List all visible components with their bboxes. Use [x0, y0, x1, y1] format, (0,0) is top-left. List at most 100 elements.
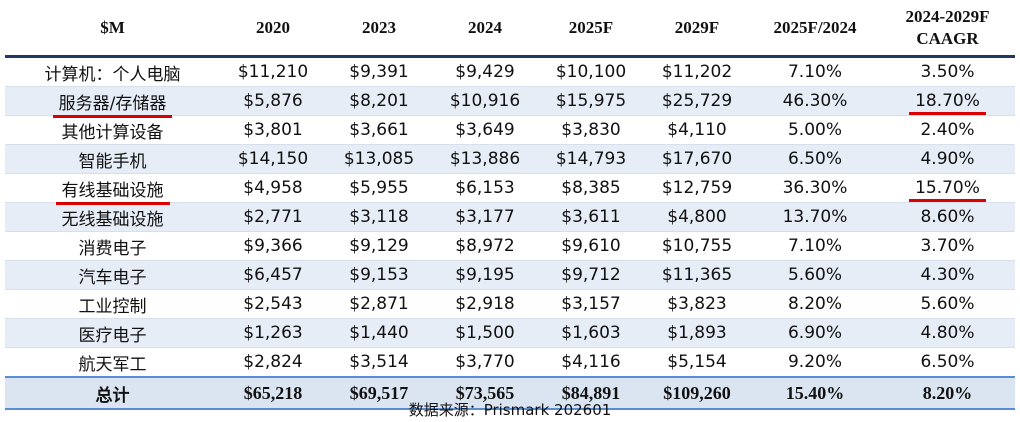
column-header: 2020 [220, 0, 326, 58]
cell-text: $1,603 [561, 323, 621, 343]
cell-text: $1,500 [455, 323, 515, 343]
cell-text: 5.60% [920, 294, 975, 314]
cell: $2,871 [326, 289, 432, 319]
cell-text: $11,210 [237, 62, 309, 82]
table-row: 计算机：个人电脑 $11,210 $9,391 $9,429 $10,100 $11,20… [5, 56, 1015, 87]
cell-text: 5.00% [787, 120, 842, 140]
cell: 4.90% [880, 144, 1015, 174]
row-label: 工业控制 [5, 289, 220, 319]
cell-text: 4.90% [920, 149, 975, 169]
cell: $10,100 [538, 56, 644, 87]
cell-text: $14,150 [237, 149, 309, 169]
cell-text: 3.70% [920, 236, 975, 256]
cell: $5,955 [326, 173, 432, 203]
cell-text: 46.30% [782, 91, 848, 111]
cell-text: $11,365 [661, 265, 733, 285]
cell-text: $14,793 [555, 149, 627, 169]
cell-text: 7.10% [787, 62, 842, 82]
cell: $1,263 [220, 318, 326, 348]
cell-text: $3,611 [561, 207, 621, 227]
cell: $4,110 [644, 115, 750, 145]
cell-text: 36.30% [782, 178, 848, 198]
cell: $9,391 [326, 56, 432, 87]
cell-text: $9,610 [561, 236, 621, 256]
cell-text: 9.20% [787, 352, 842, 372]
cell-text: 4.80% [920, 323, 975, 343]
cell: $3,177 [432, 202, 538, 232]
cell: $11,202 [644, 56, 750, 87]
total-cell: $65,218 [220, 376, 326, 410]
cell: $14,793 [538, 144, 644, 174]
cell: $9,129 [326, 231, 432, 261]
cell-text: $9,129 [349, 236, 409, 256]
cell: 6.50% [750, 144, 880, 174]
table-row: 医疗电子 $1,263 $1,440 $1,500 $1,603 $1,893 6.90% 4… [5, 318, 1015, 348]
cell-text: $4,958 [243, 178, 303, 198]
cell-text: 工业控制 [78, 296, 147, 317]
cell: 46.30% [750, 86, 880, 116]
cell-text: $3,177 [455, 207, 515, 227]
source-note: 数据来源：Prismark 202601 [408, 401, 612, 419]
cell-text: $1,440 [349, 323, 409, 343]
cell-text: $9,153 [349, 265, 409, 285]
cell-text: $1,893 [667, 323, 727, 343]
cell-text: $3,157 [561, 294, 621, 314]
cell: 4.30% [880, 260, 1015, 290]
cell: $25,729 [644, 86, 750, 116]
cell-text: 7.10% [787, 236, 842, 256]
cell-text: $6,457 [243, 265, 303, 285]
cell-text: $12,759 [661, 178, 733, 198]
total-row: 总计 $65,218 $69,517 $73,565 $84,891 $109,260 15… [5, 376, 1015, 410]
cell-text: 医疗电子 [78, 325, 147, 346]
cell: $10,916 [432, 86, 538, 116]
cell-text: $5,876 [243, 91, 303, 111]
cell: 36.30% [750, 173, 880, 203]
cell: 5.60% [750, 260, 880, 290]
column-header: 2023 [326, 0, 432, 58]
cell: $3,649 [432, 115, 538, 145]
cell: $8,201 [326, 86, 432, 116]
row-label: 航天军工 [5, 347, 220, 378]
cell-text: 13.70% [782, 207, 848, 227]
cell-text: $3,661 [349, 120, 409, 140]
cell-text: $2,824 [243, 352, 303, 372]
cell: 4.80% [880, 318, 1015, 348]
cell: 6.50% [880, 347, 1015, 378]
cell-text: $8,385 [561, 178, 621, 198]
cell: 15.70% [880, 173, 1015, 203]
cell: $11,365 [644, 260, 750, 290]
cell-text: 8.60% [920, 207, 975, 227]
cell-text: $2,918 [455, 294, 515, 314]
column-header: $M [5, 0, 220, 58]
cell: $9,610 [538, 231, 644, 261]
cell-text: $4,800 [667, 207, 727, 227]
cell-text: $5,154 [667, 352, 727, 372]
total-cell: $69,517 [326, 376, 432, 410]
cell-text: $6,153 [455, 178, 515, 198]
cell-text: $4,116 [561, 352, 621, 372]
cell-text: $2,871 [349, 294, 409, 314]
cell: $6,153 [432, 173, 538, 203]
cell: $17,670 [644, 144, 750, 174]
data-table: $M 2020 2023 2024 2025F 2029F 2025F/2024 2024-2… [5, 0, 1015, 410]
cell-text: $9,429 [455, 62, 515, 82]
cell: 8.20% [750, 289, 880, 319]
cell: $9,153 [326, 260, 432, 290]
cell: $1,440 [326, 318, 432, 348]
cell-text: 18.70% [909, 91, 986, 115]
cell-text: $8,201 [349, 91, 409, 111]
cell-text: 汽车电子 [78, 267, 147, 288]
table-body: 计算机：个人电脑 $11,210 $9,391 $9,429 $10,100 $11,20… [5, 56, 1015, 378]
row-label: 消费电子 [5, 231, 220, 261]
cell: $8,385 [538, 173, 644, 203]
cell: $13,886 [432, 144, 538, 174]
cell-text: $3,830 [561, 120, 621, 140]
cell: 5.60% [880, 289, 1015, 319]
cell: $9,366 [220, 231, 326, 261]
cell-text: $10,755 [661, 236, 733, 256]
cell-text: 有线基础设施 [55, 180, 170, 205]
cell-text: $3,770 [455, 352, 515, 372]
total-cell: $84,891 [538, 376, 644, 410]
cell: $2,543 [220, 289, 326, 319]
header-row: $M 2020 2023 2024 2025F 2029F 2025F/2024 2024-2… [5, 0, 1015, 58]
